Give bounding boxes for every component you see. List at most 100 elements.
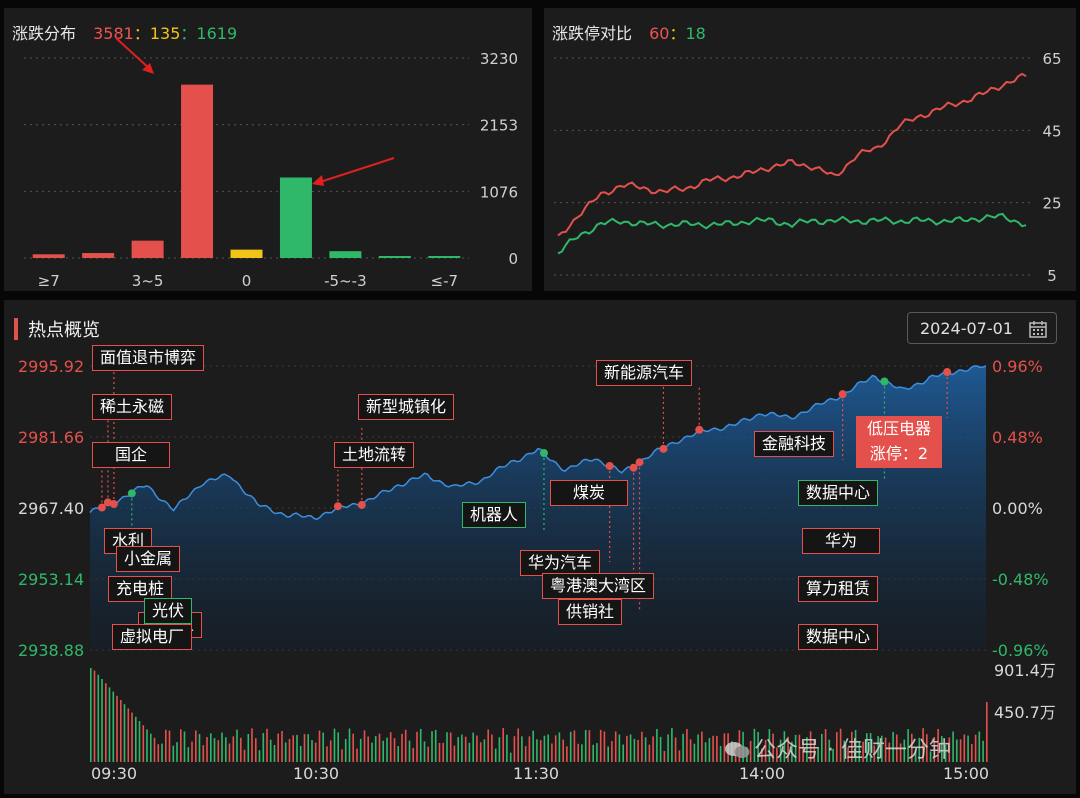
volume-bar [108,687,111,762]
volume-bar [367,736,369,762]
volume-bar [637,739,639,762]
concept-tag[interactable]: 金融科技 [754,431,835,457]
volume-bar [217,740,220,762]
concept-tag[interactable]: 新型城镇化 [358,394,455,420]
volume-bar [401,733,403,762]
concept-tag[interactable]: 小金属 [116,546,181,572]
watermark: 公众号 · 佳财一分钟 [724,732,951,764]
volume-bar [659,736,662,762]
volume-bar [386,737,388,762]
volume-bar [453,745,456,762]
volume-bar [206,737,208,762]
distribution-bar [131,240,164,258]
event-dot[interactable] [539,449,548,458]
concept-tag[interactable]: 粤港澳大湾区 [542,573,655,599]
event-dot[interactable] [880,377,889,386]
volume-bar [862,741,864,762]
volume-bar [112,691,115,762]
volume-bar [521,736,523,762]
concept-tag[interactable]: 稀土永磁 [92,394,173,420]
date-picker[interactable]: 2024-07-01 [907,312,1057,344]
concept-tag[interactable]: 供销社 [558,599,623,625]
volume-bar [180,729,182,762]
volume-bar [348,728,351,762]
concept-tag[interactable]: 华为 [802,528,880,554]
volume-bar [236,729,238,762]
concept-tag[interactable]: 光伏 [144,598,193,624]
event-dot[interactable] [629,463,638,472]
volume-bar [161,743,163,762]
distribution-bar [181,84,214,258]
event-dot[interactable] [695,425,704,434]
volume-bar [761,748,763,762]
concept-tag[interactable]: 土地流转 [334,442,415,468]
limit-chart: 65 45 25 5 [554,50,1062,285]
calendar-icon[interactable] [1028,319,1048,339]
limit-down-line [557,212,1027,255]
volume-bar [269,739,272,762]
volume-bar [131,712,133,762]
event-dot[interactable] [109,500,118,509]
volume-bar [284,742,287,762]
volume-bar [562,739,564,762]
volume-bar [896,734,898,762]
event-dot[interactable] [333,502,342,511]
concept-tag[interactable]: 面值退市博弈 [92,345,205,371]
concept-tag[interactable]: 数据中心 [798,624,879,650]
volume-bar [483,739,486,762]
volume-bar [581,744,583,762]
volume-bar [389,732,392,762]
limit-up-badge[interactable]: 低压电器 涨停：2 [856,416,942,468]
flat-count: 135 [149,24,181,43]
volume-bar [577,743,579,762]
volume-bar [120,700,122,762]
concept-tag[interactable]: 虚拟电厂 [112,624,193,650]
volume-bar [461,734,463,762]
volume-bar [539,740,542,762]
volume-bar [592,744,594,762]
distribution-bar [82,253,115,258]
volume-bar [828,739,831,762]
concept-tag[interactable]: 国企 [92,442,170,468]
volume-bar [135,716,137,762]
concept-tag[interactable]: 数据中心 [798,480,879,506]
volume-bar [693,743,696,762]
volume-bar [142,725,145,762]
volume-bar [566,746,568,762]
concept-tag[interactable]: 煤炭 [550,480,628,506]
event-dot[interactable] [635,458,644,467]
y-tick-label: 0 [508,250,518,268]
volume-bar [716,735,718,762]
event-dot[interactable] [357,500,366,509]
concept-tag[interactable]: 充电桩 [108,576,173,602]
concept-tag[interactable]: 新能源汽车 [596,360,693,386]
hot-overview-panel: 热点概览 2024-07-01 2995.92 0.96% 2981.66 0.48%… [4,300,1076,794]
event-dot[interactable] [97,503,106,512]
volume-bar [262,733,265,762]
volume-bar [641,731,643,762]
event-dot[interactable] [659,444,668,453]
badge-concept: 低压电器 [866,419,931,438]
event-dot[interactable] [838,390,847,399]
volume-bar [307,734,309,762]
volume-bar [240,737,242,762]
volume-bar [772,733,774,762]
volume-bar [322,732,324,762]
event-dot[interactable] [127,489,136,498]
volume-bar [105,683,107,762]
volume-bar [378,733,381,762]
separator: ： [133,24,150,43]
concept-tag[interactable]: 算力租赁 [798,576,879,602]
limit-compare-panel: 涨跌停对比 60：18 65 45 25 5 [544,8,1076,291]
volume-bar [899,743,902,762]
volume-bar [543,735,546,762]
volume-bar [671,728,673,762]
event-dot[interactable] [943,368,952,377]
volume-bar [817,747,819,762]
volume-bar [881,735,883,762]
volume-bar [607,746,609,762]
concept-tag[interactable]: 机器人 [462,502,527,528]
volume-bar [277,733,279,762]
event-dot[interactable] [605,461,614,470]
x-tick-label: ≤-7 [431,272,459,290]
